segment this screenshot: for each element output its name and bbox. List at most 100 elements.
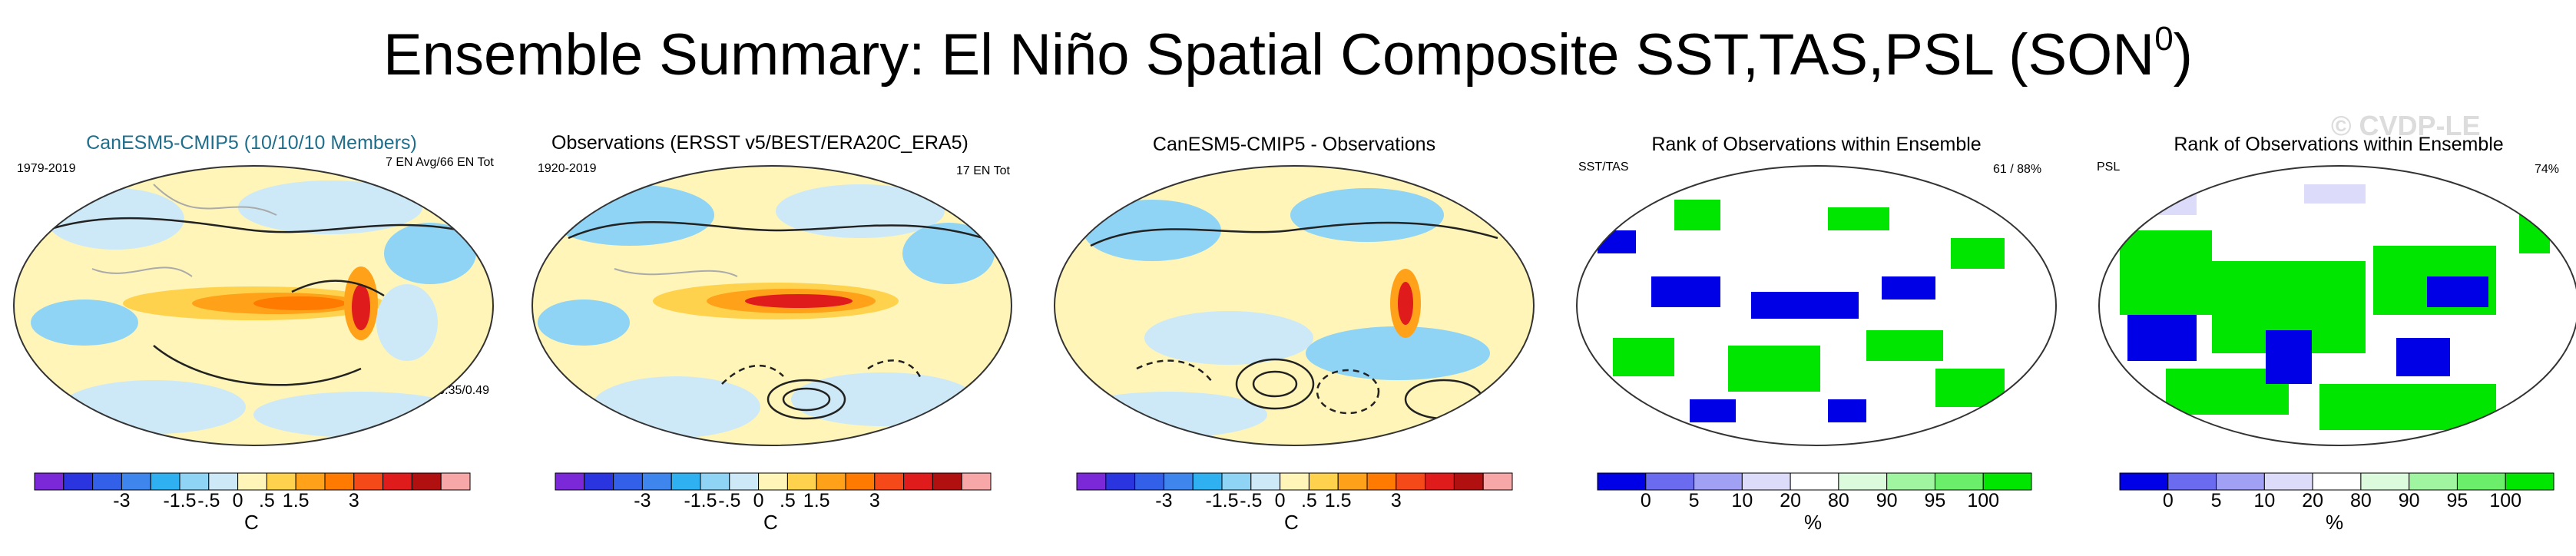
main-title-close: ) [2173, 22, 2193, 88]
colorbar-2-swatch [555, 472, 585, 491]
colorbar-2-tick-label: 0 [753, 490, 764, 511]
colorbar-1-swatch [63, 472, 94, 491]
colorbar-3-swatch [1134, 472, 1164, 491]
colorbar-1-tick-label: 3 [348, 490, 359, 511]
colorbar-5-tick-label: 5 [2210, 490, 2222, 511]
colorbar-2 [555, 472, 992, 491]
colorbar-4-tick-label: 80 [1827, 490, 1849, 511]
colorbar-3-tick-label: -1.5 [1205, 490, 1239, 511]
colorbar-2-tick-label: 1.5 [803, 490, 830, 511]
colorbar-1-tick-label: .5 [258, 490, 275, 511]
colorbar-5-swatch [2119, 472, 2169, 491]
colorbar-1-swatch [179, 472, 210, 491]
panel-5-variable: PSL [2097, 161, 2121, 174]
colorbar-1-swatch [121, 472, 151, 491]
colorbar-5-swatch [2456, 472, 2506, 491]
panel-5-percent: 74% [2535, 163, 2560, 176]
colorbar-3-swatch [1076, 472, 1107, 491]
colorbar-3-swatch [1396, 472, 1426, 491]
colorbar-3 [1076, 472, 1513, 491]
colorbar-2-swatch [729, 472, 760, 491]
colorbar-2-tick-label: 3 [869, 490, 880, 511]
colorbar-2-unit: C [763, 511, 778, 534]
colorbar-2-swatch [613, 472, 643, 491]
colorbar-2-swatch [903, 472, 933, 491]
colorbar-3-swatch [1482, 472, 1513, 491]
colorbar-4-tick-label: 5 [1688, 490, 1700, 511]
colorbar-4-unit: % [1804, 511, 1823, 534]
panel-4-variable: SST/TAS [1578, 161, 1629, 174]
colorbar-3-swatch [1250, 472, 1281, 491]
colorbar-3-tick-label: 1.5 [1324, 490, 1352, 511]
colorbar-4-tick-label: 90 [1876, 490, 1898, 511]
colorbar-2-swatch [670, 472, 701, 491]
colorbar-1-swatch [34, 472, 65, 491]
colorbar-3-swatch [1221, 472, 1252, 491]
colorbar-3-swatch [1192, 472, 1223, 491]
map-3-difference [1055, 166, 1534, 445]
colorbar-3-swatch [1163, 472, 1194, 491]
map-2-outline [531, 165, 1012, 446]
colorbar-1-swatch [411, 472, 442, 491]
colorbar-2-swatch [584, 472, 614, 491]
colorbar-2-swatch [700, 472, 730, 491]
colorbar-2-tick-label: -1.5 [684, 490, 717, 511]
colorbar-5-swatch [2312, 472, 2362, 491]
colorbar-4-swatch [1982, 472, 2032, 491]
colorbar-3-tick-label: 3 [1390, 490, 1402, 511]
colorbar-5-swatch [2360, 472, 2410, 491]
colorbar-1-tick-label: -.5 [197, 490, 220, 511]
colorbar-2-swatch [932, 472, 962, 491]
watermark: © CVDP-LE [2331, 110, 2481, 141]
colorbar-3-swatch [1105, 472, 1136, 491]
colorbar-4-swatch [1694, 472, 1743, 491]
colorbar-1 [34, 472, 471, 491]
colorbar-2-tick-label: .5 [779, 490, 796, 511]
colorbar-4-swatch [1934, 472, 1984, 491]
map-1-model-composite [14, 166, 493, 445]
colorbar-1-unit: C [244, 511, 259, 534]
colorbar-5-swatch [2409, 472, 2458, 491]
colorbar-2-swatch [786, 472, 817, 491]
main-title-superscript: 0 [2154, 19, 2174, 58]
colorbar-1-tick-label: 0 [232, 490, 243, 511]
colorbar-2-swatch [758, 472, 788, 491]
map-2-observations [532, 166, 1012, 445]
colorbar-3-tick-label: 0 [1274, 490, 1286, 511]
panel-2-event-count: 17 EN Tot [956, 164, 1010, 177]
map-1-outline [13, 165, 494, 446]
colorbar-5-swatch [2167, 472, 2217, 491]
colorbar-1-swatch [237, 472, 267, 491]
colorbar-3-swatch [1425, 472, 1455, 491]
colorbar-1-swatch [295, 472, 326, 491]
colorbar-2-swatch [874, 472, 905, 491]
colorbar-3-swatch [1453, 472, 1484, 491]
colorbar-5-tick-label: 95 [2446, 490, 2468, 511]
colorbar-5-tick-label: 100 [2489, 490, 2522, 511]
colorbar-4-tick-label: 100 [1967, 490, 2000, 511]
colorbar-1-swatch [440, 472, 471, 491]
map-4-rank-sst-tas [1577, 166, 2056, 445]
colorbar-5-tick-label: 20 [2302, 490, 2324, 511]
colorbar-5-tick-label: 90 [2398, 490, 2420, 511]
colorbar-4-swatch [1886, 472, 1935, 491]
colorbar-4 [1597, 472, 2032, 491]
colorbar-5-unit: % [2326, 511, 2344, 534]
colorbar-5-tick-label: 80 [2349, 490, 2372, 511]
colorbar-4-swatch [1838, 472, 1888, 491]
panel-4-percent: 61 / 88% [1993, 163, 2042, 176]
colorbar-2-swatch [845, 472, 876, 491]
panel-3-title: CanESM5-CMIP5 - Observations [1152, 134, 1436, 155]
panel-4-title: Rank of Observations within Ensemble [1651, 134, 1982, 155]
main-title: Ensemble Summary: El Niño Spatial Compos… [0, 19, 2576, 88]
colorbar-5-tick-label: 10 [2253, 490, 2276, 511]
colorbar-4-swatch [1790, 472, 1839, 491]
panel-2-period: 1920-2019 [538, 162, 597, 175]
colorbar-2-swatch [961, 472, 992, 491]
colorbar-4-swatch [1645, 472, 1695, 491]
colorbar-4-tick-label: 10 [1731, 490, 1753, 511]
colorbar-3-unit: C [1284, 511, 1299, 534]
colorbar-1-swatch [150, 472, 180, 491]
colorbar-4-tick-label: 0 [1640, 490, 1651, 511]
